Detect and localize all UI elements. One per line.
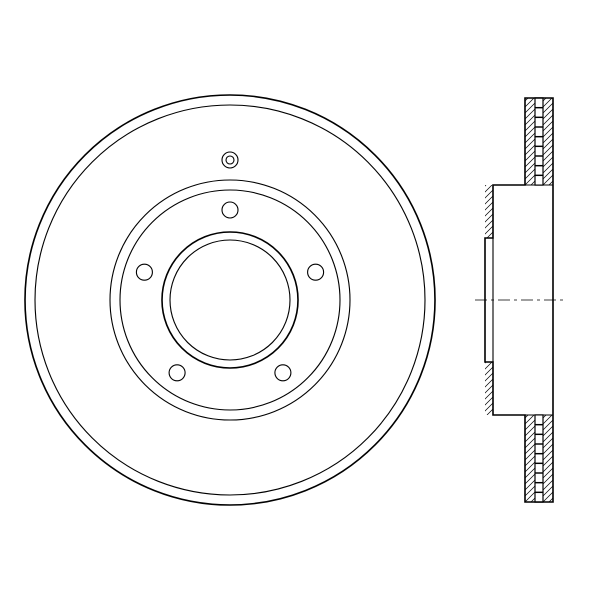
cooling-vane: [535, 98, 543, 108]
cooling-vane: [535, 415, 543, 425]
index-hole: [222, 152, 238, 168]
cooling-vane: [535, 454, 543, 464]
cooling-vane: [535, 483, 543, 493]
cooling-vane: [535, 492, 543, 502]
brake-rotor-diagram: [0, 0, 600, 600]
cooling-vane: [535, 117, 543, 127]
side-section-view: [351, 98, 600, 502]
bolt-hole: [308, 264, 324, 280]
cooling-vane: [535, 137, 543, 147]
bolt-hole: [136, 264, 152, 280]
cooling-vane: [535, 444, 543, 454]
cooling-vane: [535, 463, 543, 473]
bolt-hole: [169, 365, 185, 381]
cooling-vane: [535, 166, 543, 176]
bolt-hole: [222, 202, 238, 218]
cooling-vane: [535, 127, 543, 137]
cooling-vane: [535, 156, 543, 166]
front-view: [25, 95, 435, 505]
cooling-vane: [535, 146, 543, 156]
cooling-vane: [535, 108, 543, 118]
cooling-vane: [535, 175, 543, 185]
cooling-vane: [535, 473, 543, 483]
cooling-vane: [535, 434, 543, 444]
bolt-hole: [275, 365, 291, 381]
cooling-vane: [535, 425, 543, 435]
